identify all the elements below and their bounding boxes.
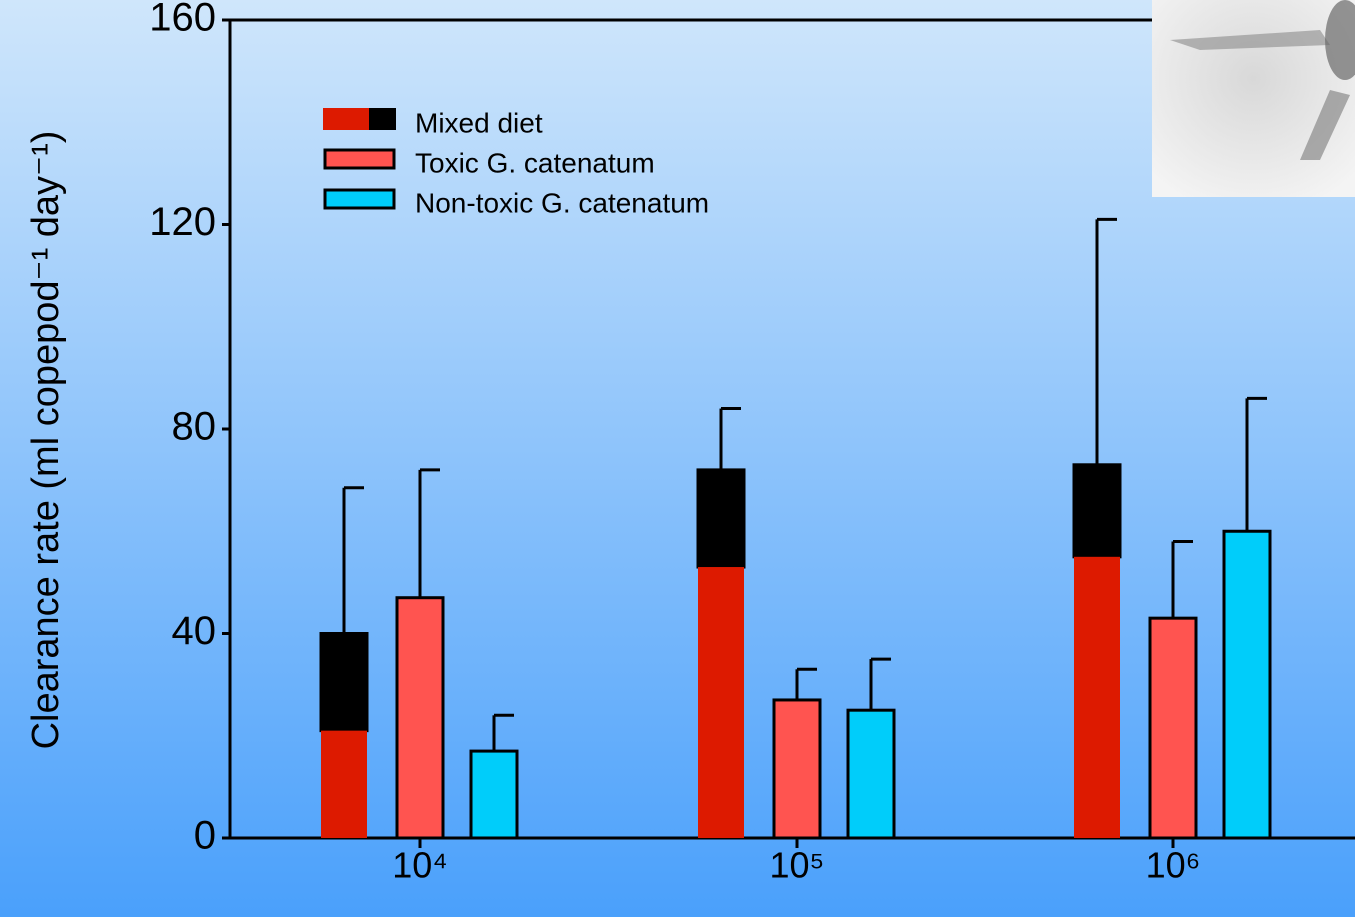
bar-segment xyxy=(1074,557,1120,838)
photo xyxy=(1152,0,1355,197)
bar xyxy=(1150,618,1196,838)
legend-swatch xyxy=(325,190,394,208)
legend-label: Non-toxic G. catenatum xyxy=(415,187,709,218)
bar-segment xyxy=(698,567,744,838)
bar xyxy=(1224,531,1270,838)
y-axis-label: Clearance rate (ml copepod⁻¹ day⁻¹) xyxy=(25,131,67,750)
legend-swatch xyxy=(325,150,394,168)
legend-swatch xyxy=(369,108,396,130)
chart: Clearance rate (ml copepod⁻¹ day⁻¹) 0 40 8… xyxy=(0,0,1355,917)
y-tick-label: 120 xyxy=(149,200,216,244)
bar-segment xyxy=(1074,465,1120,557)
bar xyxy=(774,700,820,838)
y-tick-label: 80 xyxy=(172,405,217,449)
y-tick-label: 160 xyxy=(149,0,216,40)
bar-segment xyxy=(321,731,367,838)
x-tick-label: 10⁶ xyxy=(1146,845,1201,886)
bar-segment xyxy=(321,634,367,731)
x-tick-label: 10⁴ xyxy=(392,845,448,886)
bar xyxy=(471,751,517,838)
bar-segment xyxy=(698,470,744,567)
legend-swatch xyxy=(323,108,369,130)
legend-label: Mixed diet xyxy=(415,107,543,138)
bar xyxy=(848,710,894,838)
x-tick-label: 10⁵ xyxy=(770,845,825,886)
bar xyxy=(397,598,443,838)
y-tick-label: 0 xyxy=(194,814,216,858)
legend-label: Toxic G. catenatum xyxy=(415,147,655,178)
y-tick-label: 40 xyxy=(172,609,217,653)
